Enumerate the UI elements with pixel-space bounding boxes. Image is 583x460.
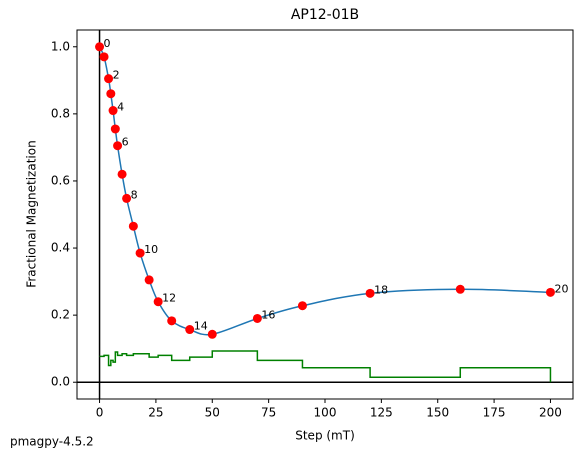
point-label: 12 — [162, 292, 176, 305]
data-point — [104, 74, 114, 84]
data-point — [113, 141, 123, 151]
data-point — [455, 284, 465, 294]
y-tick-label: 0.8 — [51, 106, 70, 120]
point-label: 10 — [144, 243, 158, 256]
point-label: 4 — [117, 101, 124, 114]
y-tick-label: 1.0 — [51, 39, 70, 53]
data-point — [545, 287, 555, 297]
x-tick-label: 200 — [539, 406, 562, 420]
data-point — [297, 301, 307, 311]
point-label: 8 — [131, 188, 138, 201]
point-label: 0 — [104, 37, 111, 50]
footer: pmagpy-4.5.2 — [10, 435, 94, 449]
point-label: 14 — [194, 320, 208, 333]
data-point — [252, 313, 262, 323]
data-point — [110, 124, 120, 134]
y-tick-label: 0.2 — [51, 308, 70, 322]
y-tick-label: 0.0 — [51, 375, 70, 389]
point-label: 18 — [374, 283, 388, 296]
x-tick-label: 125 — [370, 406, 393, 420]
plot-frame — [76, 29, 574, 400]
y-axis-label: Fractional Magnetization — [25, 140, 39, 287]
point-label: 2 — [113, 69, 120, 82]
data-point — [207, 329, 217, 339]
data-point — [108, 106, 118, 116]
data-point — [365, 288, 375, 298]
x-axis-label: Step (mT) — [295, 429, 355, 443]
data-point — [106, 89, 116, 99]
chart-title: AP12-01B — [291, 7, 359, 23]
x-tick-label: 50 — [205, 406, 220, 420]
point-label: 20 — [554, 282, 568, 295]
data-point — [117, 169, 127, 179]
data-point — [167, 316, 177, 326]
data-point — [135, 248, 145, 258]
data-point — [95, 42, 105, 52]
x-tick-label: 150 — [426, 406, 449, 420]
point-label: 16 — [261, 308, 275, 321]
x-tick-label: 75 — [261, 406, 276, 420]
data-point — [122, 193, 132, 203]
x-tick-label: 100 — [314, 406, 337, 420]
data-point — [153, 297, 163, 307]
step-line — [99, 350, 552, 383]
y-tick-label: 0.4 — [51, 241, 70, 255]
data-point — [128, 221, 138, 231]
x-tick-label: 25 — [148, 406, 163, 420]
data-point — [185, 325, 195, 335]
data-point — [99, 52, 109, 62]
point-label: 6 — [122, 136, 129, 149]
x-tick-label: 175 — [483, 406, 506, 420]
x-tick-label: 0 — [96, 406, 104, 420]
data-point — [144, 275, 154, 285]
y-tick-label: 0.6 — [51, 173, 70, 187]
